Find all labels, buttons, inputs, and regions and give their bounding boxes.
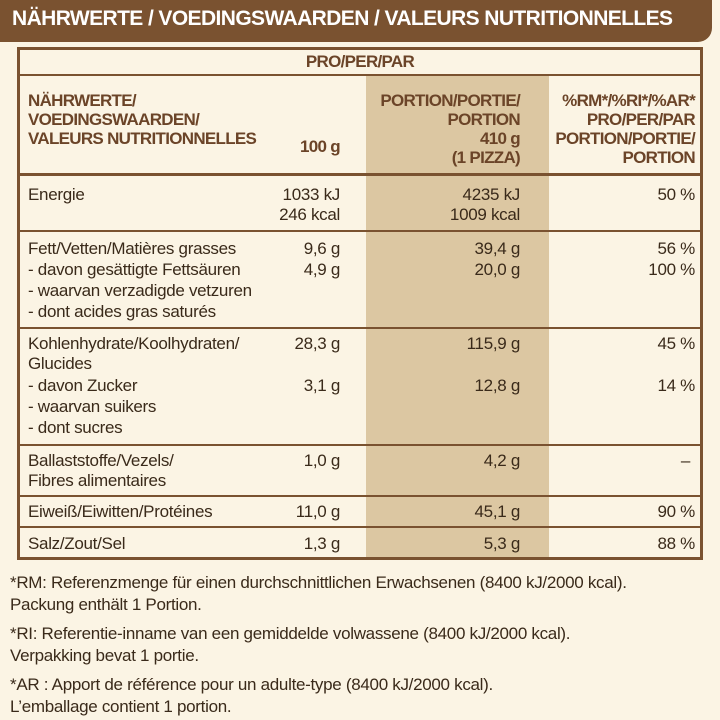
value-ri: 45 %	[657, 334, 695, 353]
row-label: Salz/Zout/Sel	[28, 534, 126, 553]
value-portion: 45,1 g	[474, 502, 521, 521]
value-100g: 1033 kJ	[282, 185, 341, 204]
row-label: Eiweiß/Eiwitten/Protéines	[28, 502, 213, 521]
value-ri: –	[680, 451, 690, 470]
row-label: - dont sucres	[28, 418, 123, 437]
divider	[20, 173, 700, 176]
value-100g: 9,6 g	[303, 239, 341, 258]
row-label: Fibres alimentaires	[28, 471, 166, 490]
col-100g: 100 g	[300, 137, 341, 156]
row-label: - waarvan suikers	[28, 397, 157, 416]
col-nutrient-line2: VOEDINGSWAARDEN/	[28, 110, 200, 129]
footnote-ar: *AR : Apport de référence pour un adulte…	[10, 675, 493, 694]
value-ri: 100 %	[648, 260, 695, 279]
col-portion-line2: PORTION	[447, 110, 520, 129]
value-ri: 14 %	[657, 376, 695, 395]
row-label: Ballaststoffe/Vezels/	[28, 451, 174, 470]
value-portion: 12,8 g	[474, 376, 521, 395]
divider	[20, 495, 700, 497]
value-100g: 1,0 g	[303, 451, 341, 470]
value-100g: 3,1 g	[303, 376, 341, 395]
col-portion-line1: PORTION/PORTIE/	[380, 91, 520, 110]
row-label: Energie	[28, 185, 85, 204]
footnote-ri-packaging: Verpakking bevat 1 portie.	[10, 646, 199, 665]
col-ri-line2: PRO/PER/PAR	[586, 110, 696, 129]
row-label: Glucides	[28, 354, 92, 373]
value-ri: 88 %	[657, 534, 695, 553]
value-portion: 1009 kcal	[449, 205, 520, 224]
value-portion: 4235 kJ	[462, 185, 521, 204]
value-ri: 56 %	[657, 239, 695, 258]
value-portion: 5,3 g	[483, 534, 521, 553]
footnote-rm-packaging: Packung enthält 1 Portion.	[10, 595, 202, 614]
col-portion-line3: 410 g	[480, 129, 521, 148]
page-title: NÄHRWERTE / VOEDINGSWAARDEN / VALEURS NU…	[12, 7, 673, 30]
row-label: - waarvan verzadigde vetzuren	[28, 281, 252, 300]
row-label: Kohlenhydrate/Koolhydraten/	[28, 334, 240, 353]
value-100g: 246 kcal	[279, 205, 340, 224]
divider	[20, 444, 700, 446]
divider	[20, 526, 700, 528]
col-ri-line4: PORTION	[622, 148, 695, 167]
col-ri-line3: PORTION/PORTIE/	[555, 129, 695, 148]
row-label: - davon Zucker	[28, 376, 138, 395]
value-ri: 90 %	[657, 502, 695, 521]
col-nutrient-line3: VALEURS NUTRITIONNELLES	[28, 129, 257, 148]
title-bar: NÄHRWERTE / VOEDINGSWAARDEN / VALEURS NU…	[0, 0, 712, 42]
col-ri-line1: %RM*/%RI*/%AR*	[562, 91, 696, 110]
value-100g: 4,9 g	[303, 260, 341, 279]
row-label: - davon gesättigte Fettsäuren	[28, 260, 241, 279]
divider	[20, 327, 700, 329]
value-100g: 11,0 g	[295, 502, 341, 521]
value-100g: 1,3 g	[303, 534, 341, 553]
per-label: PRO/PER/PAR	[305, 52, 415, 71]
value-ri: 50 %	[657, 185, 695, 204]
value-portion: 39,4 g	[474, 239, 521, 258]
value-100g: 28,3 g	[294, 334, 341, 353]
value-portion: 115,9 g	[466, 334, 521, 353]
divider	[20, 230, 700, 232]
value-portion: 4,2 g	[483, 451, 521, 470]
footnote-ar-packaging: L’emballage contient 1 portion.	[10, 697, 232, 716]
row-label: Fett/Vetten/Matières grasses	[28, 239, 236, 258]
value-portion: 20,0 g	[474, 260, 521, 279]
footnote-rm: *RM: Referenzmenge für einen durchschnit…	[10, 573, 627, 592]
divider	[20, 74, 700, 76]
col-nutrient-line1: NÄHRWERTE/	[28, 91, 137, 110]
row-label: - dont acides gras saturés	[28, 302, 216, 321]
col-portion-line4: (1 PIZZA)	[451, 148, 521, 167]
footnote-ri: *RI: Referentie-inname van een gemiddeld…	[10, 624, 571, 643]
nutrition-table: PRO/PER/PAR NÄHRWERTE/ VOEDINGSWAARDEN/ …	[17, 47, 703, 560]
portion-column-shade	[366, 76, 549, 557]
